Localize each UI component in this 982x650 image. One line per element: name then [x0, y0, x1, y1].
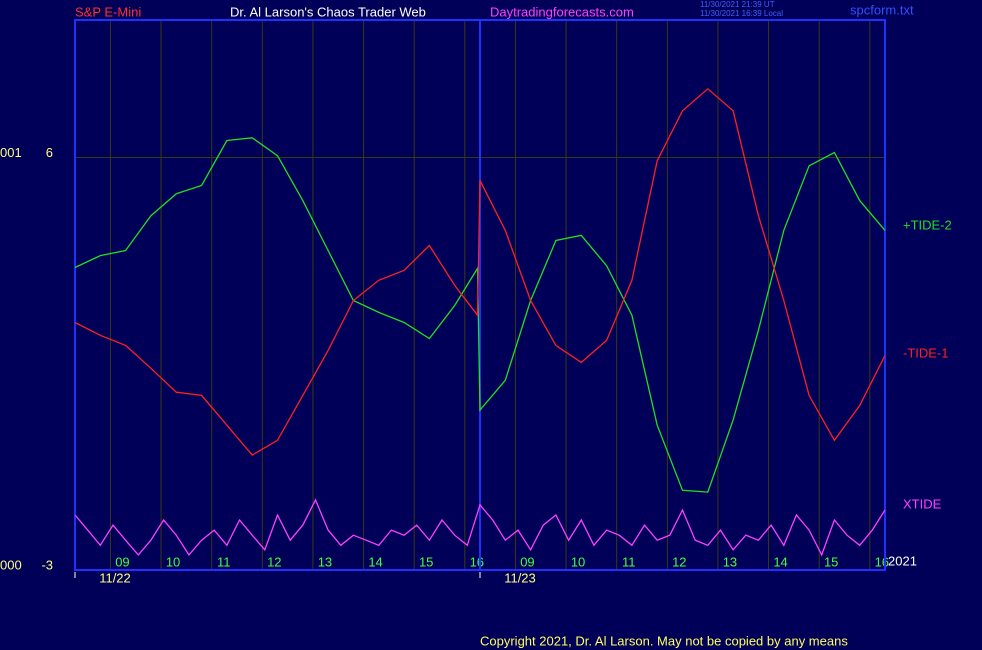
- time-local: 11/30/2021 16:39 Local: [700, 9, 783, 18]
- x-tick-label: 14: [368, 554, 382, 569]
- date-label: 11/22: [99, 570, 131, 585]
- file-name: spcform.txt: [850, 2, 914, 17]
- series-line: [74, 137, 886, 493]
- time-ut: 11/30/2021 21:39 UT: [700, 0, 775, 9]
- x-tick-label: 10: [571, 554, 585, 569]
- x-tick-label: 13: [318, 554, 332, 569]
- x-tick-label: 15: [824, 554, 838, 569]
- date-label: 11/23: [504, 570, 536, 585]
- y-tick-label: 6: [46, 145, 53, 160]
- site: Daytradingforecasts.com: [490, 4, 634, 19]
- x-tick-label: 16: [875, 554, 889, 569]
- series-label: XTIDE: [903, 496, 942, 511]
- x-tick-label: 16: [470, 554, 484, 569]
- copyright: Copyright 2021, Dr. Al Larson. May not b…: [480, 633, 848, 648]
- chart-title: Dr. Al Larson's Chaos Trader Web: [230, 4, 426, 19]
- x-tick-label: 12: [267, 554, 281, 569]
- series-label: +TIDE-2: [903, 217, 952, 232]
- x-tick-label: 11: [217, 554, 231, 569]
- year-label: 2021: [888, 553, 917, 568]
- series-label: -TIDE-1: [903, 345, 949, 360]
- series-line: [74, 87, 886, 456]
- x-tick-label: 11: [622, 554, 636, 569]
- y-extra-label: 000: [0, 557, 22, 572]
- x-tick-label: 09: [115, 554, 129, 569]
- y-extra-label: 001: [0, 145, 22, 160]
- x-tick-label: 15: [419, 554, 433, 569]
- x-tick-label: 14: [773, 554, 787, 569]
- instrument: S&P E-Mini: [75, 4, 141, 19]
- series-line: [74, 498, 886, 557]
- y-tick-label: -3: [41, 557, 53, 572]
- x-tick-label: 13: [723, 554, 737, 569]
- x-tick-label: 10: [166, 554, 180, 569]
- x-tick-label: 12: [672, 554, 686, 569]
- x-tick-label: 09: [520, 554, 534, 569]
